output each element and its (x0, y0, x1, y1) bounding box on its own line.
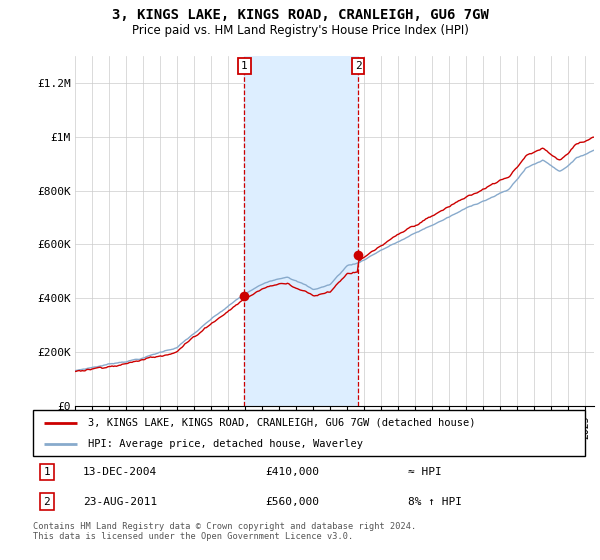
Text: 1: 1 (43, 467, 50, 477)
Bar (244, 56, 358, 406)
Text: 1: 1 (241, 61, 248, 71)
Text: £560,000: £560,000 (265, 497, 319, 507)
Text: 3, KINGS LAKE, KINGS ROAD, CRANLEIGH, GU6 7GW (detached house): 3, KINGS LAKE, KINGS ROAD, CRANLEIGH, GU… (88, 418, 476, 428)
Text: 3, KINGS LAKE, KINGS ROAD, CRANLEIGH, GU6 7GW: 3, KINGS LAKE, KINGS ROAD, CRANLEIGH, GU… (112, 8, 488, 22)
Text: 8% ↑ HPI: 8% ↑ HPI (409, 497, 463, 507)
Text: £410,000: £410,000 (265, 467, 319, 477)
Text: 2: 2 (43, 497, 50, 507)
Text: ≈ HPI: ≈ HPI (409, 467, 442, 477)
Text: Contains HM Land Registry data © Crown copyright and database right 2024.
This d: Contains HM Land Registry data © Crown c… (33, 522, 416, 542)
FancyBboxPatch shape (33, 410, 585, 456)
Text: 2: 2 (355, 61, 362, 71)
Text: HPI: Average price, detached house, Waverley: HPI: Average price, detached house, Wave… (88, 439, 363, 449)
Text: 23-AUG-2011: 23-AUG-2011 (83, 497, 157, 507)
Text: Price paid vs. HM Land Registry's House Price Index (HPI): Price paid vs. HM Land Registry's House … (131, 24, 469, 36)
Text: 13-DEC-2004: 13-DEC-2004 (83, 467, 157, 477)
